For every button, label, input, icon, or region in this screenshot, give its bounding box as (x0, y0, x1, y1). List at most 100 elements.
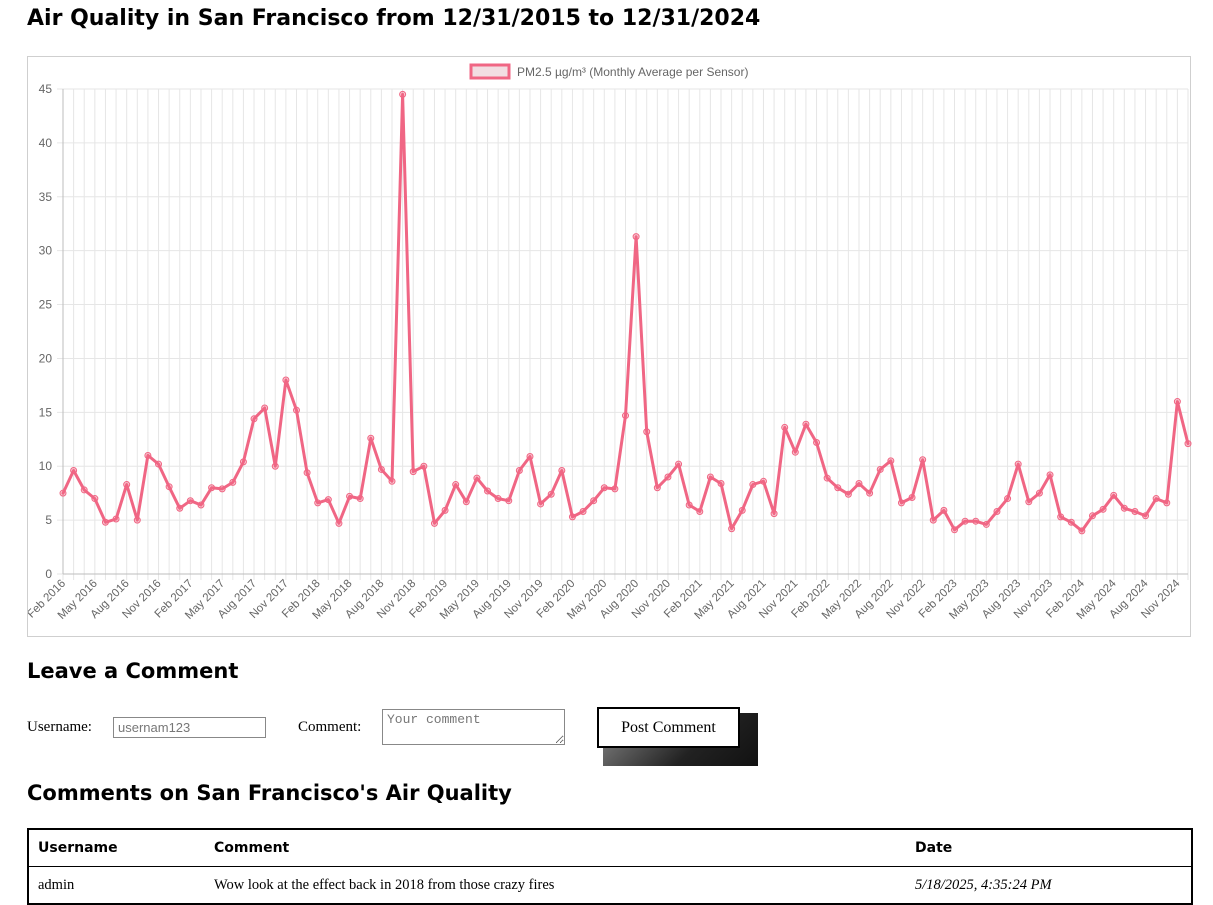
comments-heading: Comments on San Francisco's Air Quality (27, 781, 512, 805)
data-point (409, 468, 417, 476)
legend-label: PM2.5 µg/m³ (Monthly Average per Sensor) (517, 65, 748, 79)
data-point (876, 465, 884, 473)
data-point (515, 467, 523, 475)
data-point (70, 467, 78, 475)
data-point (208, 484, 216, 492)
data-point (972, 517, 980, 525)
data-point (1014, 460, 1022, 468)
data-point (855, 479, 863, 487)
data-point (229, 478, 237, 486)
column-header-date: Date (906, 829, 1192, 867)
data-point (759, 477, 767, 485)
data-point (1163, 499, 1171, 507)
data-point (728, 525, 736, 533)
data-point (664, 473, 672, 481)
data-point (940, 506, 948, 514)
data-point (282, 376, 290, 384)
data-point (335, 519, 343, 527)
page-title: Air Quality in San Francisco from 12/31/… (27, 6, 761, 31)
y-tick-label: 15 (39, 405, 53, 419)
data-point (101, 518, 109, 526)
y-tick-label: 25 (39, 298, 53, 312)
data-point (1099, 505, 1107, 513)
post-comment-button[interactable]: Post Comment (597, 707, 740, 748)
data-point (1046, 471, 1054, 479)
y-tick-label: 30 (39, 244, 53, 258)
data-point (346, 492, 354, 500)
data-point (717, 479, 725, 487)
data-point (1142, 512, 1150, 520)
data-point (505, 497, 513, 505)
data-point (155, 460, 163, 468)
data-point (547, 490, 555, 498)
comment-date: 5/18/2025, 4:35:24 PM (906, 866, 1192, 905)
y-tick-label: 5 (45, 513, 52, 527)
comment-textarea[interactable] (382, 709, 565, 745)
data-point (197, 501, 205, 509)
data-point (749, 481, 757, 489)
comment-label: Comment: (298, 719, 362, 735)
y-tick-label: 35 (39, 190, 53, 204)
data-point (420, 462, 428, 470)
y-tick-label: 20 (39, 351, 53, 365)
data-point (961, 517, 969, 525)
data-point (696, 507, 704, 515)
data-point (568, 513, 576, 521)
data-point (1088, 512, 1096, 520)
data-point (133, 516, 141, 524)
data-point (600, 484, 608, 492)
data-point (218, 485, 226, 493)
data-point (537, 500, 545, 508)
data-point (738, 506, 746, 514)
data-point (770, 510, 778, 518)
data-point (632, 233, 640, 241)
data-point (441, 506, 449, 514)
username-input[interactable] (113, 717, 266, 738)
data-point (1057, 513, 1065, 521)
data-point (250, 415, 258, 423)
comments-table: Username Comment Date admin Wow look at … (27, 828, 1193, 905)
data-point (165, 483, 173, 491)
pm25-chart: 0 5 10 15 20 25 30 35 40 45 Feb 2016 May 2016 Aug 20… (27, 56, 1192, 637)
leave-comment-heading: Leave a Comment (27, 659, 239, 683)
data-point (112, 515, 120, 523)
data-point (261, 404, 269, 412)
data-point (653, 484, 661, 492)
data-point (324, 496, 332, 504)
data-point (706, 473, 714, 481)
data-point (579, 507, 587, 515)
pm25-series-line (61, 92, 1190, 533)
data-point (1067, 518, 1075, 526)
data-point (643, 428, 651, 436)
y-tick-label: 45 (39, 82, 53, 96)
data-point (176, 504, 184, 512)
y-tick-label: 40 (39, 136, 53, 150)
data-point (866, 489, 874, 497)
data-point (494, 495, 502, 503)
data-point (887, 457, 895, 465)
data-point (356, 495, 364, 503)
data-point (802, 420, 810, 428)
y-tick-label: 10 (39, 459, 53, 473)
data-point (239, 458, 247, 466)
data-point (919, 456, 927, 464)
data-point (484, 487, 492, 495)
data-point (791, 448, 799, 456)
data-point (951, 526, 959, 534)
data-point (834, 484, 842, 492)
comment-username: admin (28, 866, 205, 905)
data-point (80, 486, 88, 494)
data-point (908, 493, 916, 501)
data-point (367, 434, 375, 442)
comment-text: Wow look at the effect back in 2018 from… (205, 866, 906, 905)
data-point (781, 423, 789, 431)
table-row: admin Wow look at the effect back in 201… (28, 866, 1192, 905)
data-point (526, 453, 534, 461)
legend-swatch (469, 63, 511, 80)
data-point (1078, 527, 1086, 535)
data-point (1120, 504, 1128, 512)
data-point (622, 412, 629, 420)
column-header-username: Username (28, 829, 205, 867)
data-point (1173, 398, 1181, 406)
